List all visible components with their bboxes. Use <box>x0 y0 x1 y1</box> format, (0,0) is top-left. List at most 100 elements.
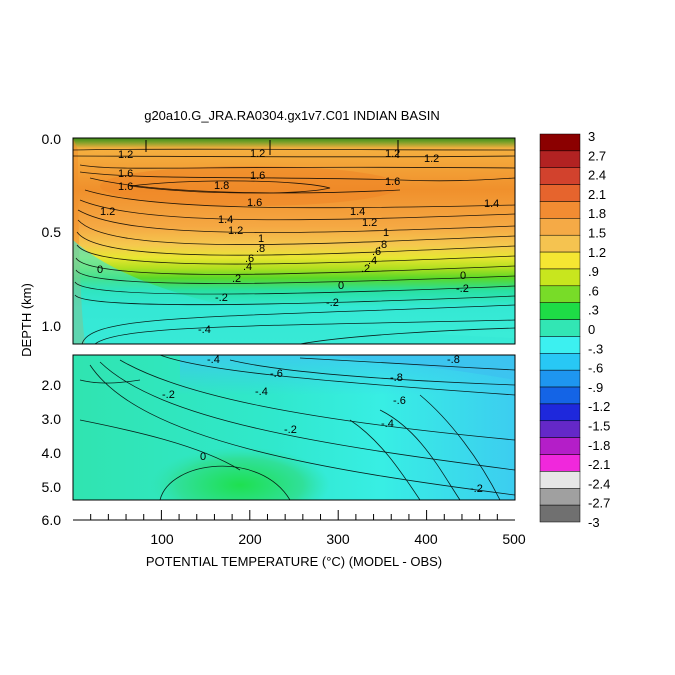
y-tick-label: 5.0 <box>42 479 62 495</box>
colorbar-cell <box>539 471 581 489</box>
colorbar-label: -.3 <box>588 341 603 356</box>
colorbar-cell <box>539 319 581 337</box>
colorbar-cell <box>539 386 581 405</box>
y-tick-label: 2.0 <box>42 377 62 393</box>
contour-label: 1.4 <box>484 198 499 210</box>
contour-label: 1 <box>258 233 264 245</box>
chart-title: g20a10.G_JRA.RA0304.gx1v7.C01 INDIAN BAS… <box>144 108 440 123</box>
colorbar-label: 2.4 <box>588 168 606 183</box>
colorbar-cell <box>539 133 581 152</box>
contour-label: -.6 <box>393 395 406 407</box>
colorbar-label: -2.1 <box>588 457 610 472</box>
contour-label: .4 <box>368 255 377 267</box>
contour-label: -.2 <box>284 424 297 436</box>
contour-label: 1.2 <box>100 206 115 218</box>
colorbar-label: 2.1 <box>588 187 606 202</box>
contour-label: 0 <box>338 280 344 292</box>
upper-panel-frame <box>72 137 516 345</box>
x-axis: 100 200 300 400 500 <box>73 510 526 547</box>
colorbar-label: 3 <box>588 129 595 144</box>
y-axis: 0.0 0.5 1.0 2.0 3.0 4.0 5.0 6.0 <box>42 131 62 528</box>
x-tick-label: 300 <box>326 531 350 547</box>
colorbar-cell <box>539 285 581 303</box>
y-tick-label: 0.0 <box>42 131 62 147</box>
colorbar-cell <box>539 454 581 472</box>
contour-label: 1.6 <box>250 170 265 182</box>
contour-label: -.4 <box>381 418 394 430</box>
colorbar-cell <box>539 403 581 422</box>
colorbar-cell <box>539 167 581 185</box>
contour-label: 1.4 <box>218 214 233 226</box>
colorbar-cell <box>539 201 581 219</box>
y-tick-label: 3.0 <box>42 411 62 427</box>
contour-label: -.4 <box>207 354 220 366</box>
colorbar-cell <box>539 336 581 354</box>
contour-label: 1.2 <box>424 153 439 165</box>
colorbar-cell <box>539 353 581 371</box>
contour-label: -.8 <box>390 372 403 384</box>
x-tick-label: 100 <box>150 531 174 547</box>
lower-panel: -.4 -.8 -.6 -.8 -.4 -.6 -.2 -.4 -.2 0 -.… <box>72 354 516 501</box>
contour-label: 1.6 <box>247 197 262 209</box>
y-tick-label: 4.0 <box>42 445 62 461</box>
colorbar-cell <box>539 268 581 287</box>
contour-label: .6 <box>372 246 381 258</box>
colorbar-label: .3 <box>588 303 599 318</box>
x-tick-label: 400 <box>414 531 438 547</box>
y-tick-label: 0.5 <box>42 224 62 240</box>
y-tick-label: 6.0 <box>42 512 62 528</box>
colorbar-label: -.6 <box>588 361 603 376</box>
upper-panel: 1.2 1.2 1.2 1.2 1.6 1.6 1.6 1.6 1.8 1.6 … <box>72 137 516 345</box>
lower-panel-frame <box>72 354 516 501</box>
colorbar-label: .6 <box>588 283 599 298</box>
contour-label: 0 <box>200 451 206 463</box>
colorbar-cell <box>539 218 581 236</box>
colorbar-cell <box>539 234 581 253</box>
contour-label: .8 <box>378 239 387 251</box>
colorbar-cell <box>539 437 581 455</box>
upper-contour-labels: 1.2 1.2 1.2 1.2 1.6 1.6 1.6 1.6 1.8 1.6 … <box>97 148 499 336</box>
colorbar-cell <box>539 302 581 320</box>
contour-label: 1.2 <box>362 217 377 229</box>
colorbar-label: 1.5 <box>588 226 606 241</box>
contour-label: 1.2 <box>385 148 400 160</box>
x-tick-label: 200 <box>238 531 262 547</box>
lower-contour-labels: -.4 -.8 -.6 -.8 -.4 -.6 -.2 -.4 -.2 0 -.… <box>162 354 483 495</box>
colorbar-cell <box>539 488 581 506</box>
x-minor-ticks <box>90 510 498 520</box>
x-axis-title: POTENTIAL TEMPERATURE (°C) (MODEL - OBS) <box>146 554 442 569</box>
contour-label: .2 <box>361 263 370 275</box>
colorbar-cell <box>539 369 581 388</box>
colorbar-label: -2.4 <box>588 476 610 491</box>
contour-label: -.2 <box>162 389 175 401</box>
colorbar-label: 0 <box>588 322 595 337</box>
contour-label: -.4 <box>198 324 211 336</box>
colorbar-label: -1.2 <box>588 399 610 414</box>
contour-label: 1.6 <box>385 176 400 188</box>
contour-label: -.2 <box>326 297 339 309</box>
contour-label: 1.2 <box>228 225 243 237</box>
colorbar: 3 2.7 2.4 2.1 1.8 1.5 1.2 .9 .6 .3 0 -.3 -.6 -.9 -1.2 -… <box>539 129 610 530</box>
colorbar-label: -3 <box>588 515 600 530</box>
colorbar-label: -1.5 <box>588 419 610 434</box>
colorbar-cell <box>539 251 581 270</box>
colorbar-label: 2.7 <box>588 148 606 163</box>
contour-label: 1.2 <box>118 149 133 161</box>
contour-label: -.6 <box>270 368 283 380</box>
contour-label: 1 <box>383 227 389 239</box>
contour-label: .4 <box>243 261 252 273</box>
x-tick-label: 500 <box>502 531 526 547</box>
contour-label: -.2 <box>215 292 228 304</box>
contour-label: -.4 <box>255 386 268 398</box>
contour-label: -.2 <box>456 283 469 295</box>
colorbar-label: -1.8 <box>588 438 610 453</box>
colorbar-cell <box>539 420 581 438</box>
colorbar-label: 1.2 <box>588 245 606 260</box>
contour-label: .6 <box>245 253 254 265</box>
contour-label: 1.8 <box>214 180 229 192</box>
colorbar-cell <box>539 184 581 202</box>
contour-label: -.2 <box>470 483 483 495</box>
colorbar-label: .9 <box>588 264 599 279</box>
contour-label: 0 <box>460 270 466 282</box>
colorbar-cells <box>539 133 581 523</box>
